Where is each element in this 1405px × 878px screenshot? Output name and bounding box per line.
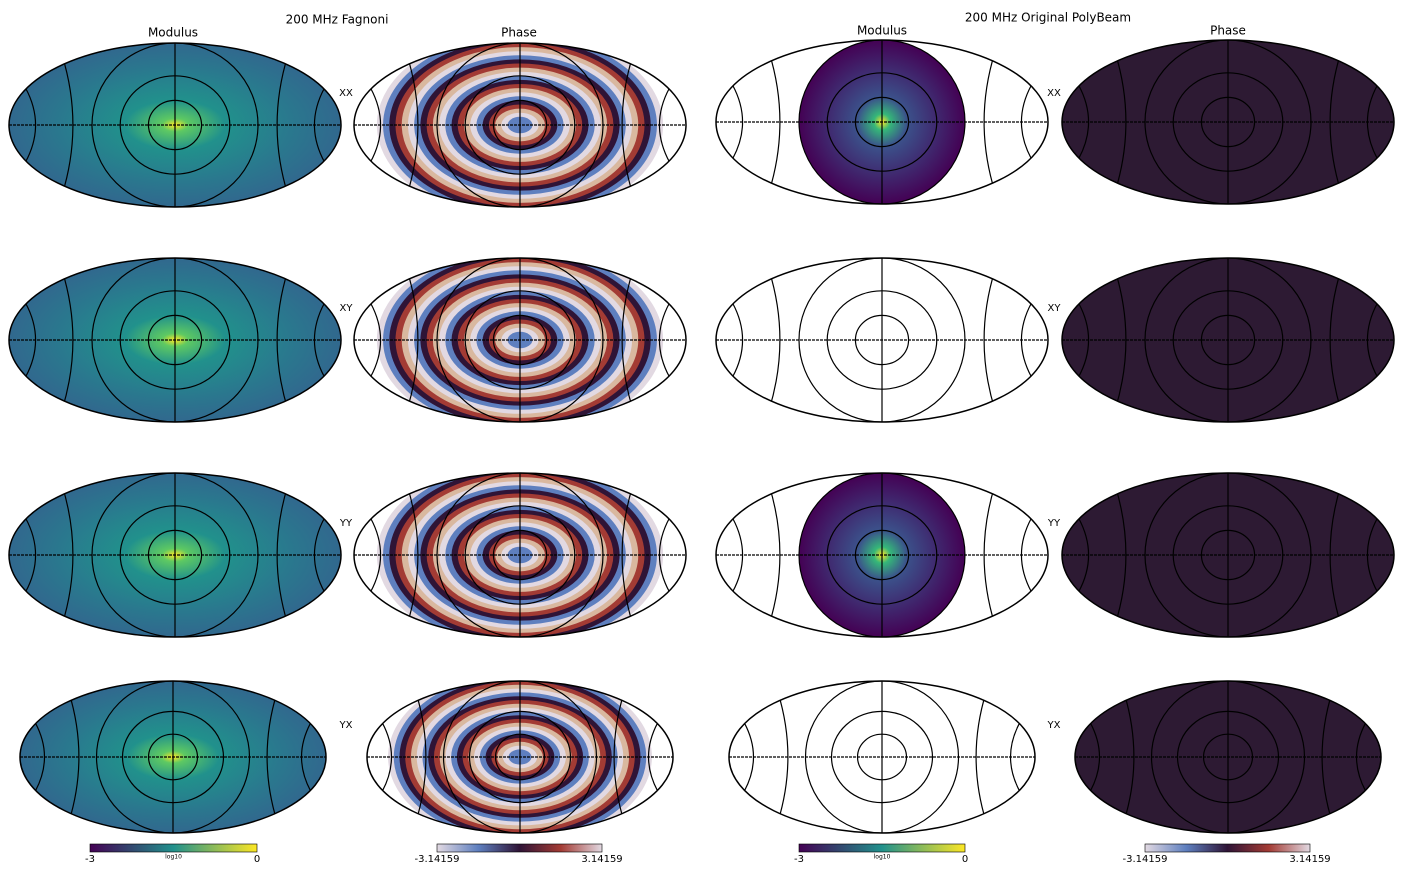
row-label: YY [1047, 518, 1061, 529]
colorbar [437, 844, 602, 852]
figure: 200 MHz Fagnoni Modulus Phase XX XY YY YX 200 M… [0, 0, 1405, 878]
colorbar-label: log10 [165, 854, 182, 861]
map [716, 258, 1048, 422]
map [1062, 473, 1394, 637]
colorbar-tick-label: -3 [794, 854, 804, 865]
map [1062, 40, 1394, 204]
column-title: Phase [1210, 24, 1246, 38]
colorbar-tick-label: 3.14159 [1289, 854, 1330, 865]
map [9, 43, 341, 207]
row-label: XY [340, 303, 354, 314]
colorbar-tick-label: -3 [85, 854, 95, 865]
row-label: YY [339, 518, 353, 529]
colorbar-tick-label: 0 [254, 854, 260, 865]
map [9, 258, 341, 422]
colorbar [90, 844, 257, 852]
column-title: Modulus [857, 24, 907, 38]
map [716, 473, 1048, 637]
colorbar-tick-label: 0 [962, 854, 968, 865]
column-title: Modulus [148, 26, 198, 40]
row-label: XX [339, 88, 353, 99]
colorbar-tick-label: 3.14159 [581, 854, 622, 865]
map [1062, 258, 1394, 422]
map [20, 681, 326, 833]
colorbar [799, 844, 965, 852]
map [354, 461, 686, 650]
row-label: XY [1048, 303, 1062, 314]
row-label: YX [1047, 720, 1061, 731]
panel-title: 200 MHz Fagnoni [286, 13, 389, 27]
colorbar [1145, 844, 1310, 852]
map [1075, 681, 1381, 833]
map [354, 246, 686, 435]
map [9, 473, 341, 637]
panel-title: 200 MHz Original PolyBeam [965, 11, 1131, 25]
colorbar-tick-label: -3.14159 [1123, 854, 1168, 865]
map [716, 40, 1048, 204]
map [729, 681, 1035, 833]
column-title: Phase [501, 26, 537, 40]
row-label: YX [339, 720, 353, 731]
row-label: XX [1047, 88, 1061, 99]
map [367, 670, 673, 845]
colorbar-tick-label: -3.14159 [415, 854, 460, 865]
colorbar-label: log10 [874, 854, 891, 861]
map [354, 31, 686, 220]
